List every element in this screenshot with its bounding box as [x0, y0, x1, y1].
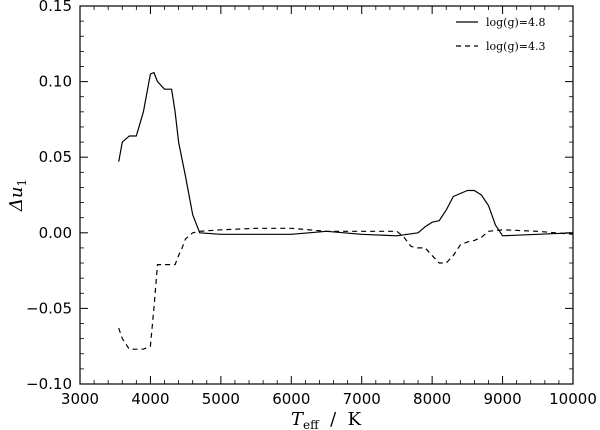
ticks-layer: 3000 4000 5000 6000 7000 8000 9000 10000 −0.10 −0…	[26, 0, 597, 408]
x-tick-label: 9000	[483, 390, 521, 408]
x-tick-label: 4000	[131, 390, 169, 408]
x-tick-label: 3000	[61, 390, 99, 408]
y-tick-label: −0.10	[26, 375, 72, 393]
x-tick-label: 10000	[549, 390, 597, 408]
x-axis-label: Teff / K	[291, 409, 362, 430]
x-tick-label: 6000	[272, 390, 310, 408]
series-layer	[118, 71, 574, 350]
x-tick-label: 8000	[413, 390, 451, 408]
legend-label-2: log(g)=4.3	[486, 40, 546, 53]
series-line-2	[118, 227, 574, 350]
y-tick-label: 0.10	[39, 73, 72, 91]
series-line-1	[118, 71, 574, 237]
y-tick-label: −0.05	[26, 299, 72, 317]
legend: log(g)=4.8 log(g)=4.3	[456, 16, 546, 53]
y-axis-label: Δu1	[6, 179, 29, 212]
y-tick-label: 0.05	[39, 148, 72, 166]
y-tick-label: 0.15	[39, 0, 72, 15]
y-axis-label-symbol: Δu	[6, 187, 27, 213]
y-tick-label: 0.00	[39, 224, 72, 242]
x-tick-label: 7000	[343, 390, 381, 408]
legend-label-1: log(g)=4.8	[486, 16, 546, 29]
x-axis-label-subscript: eff	[303, 418, 320, 430]
plot-frame	[79, 5, 574, 385]
x-axis-label-symbol: T	[291, 409, 305, 430]
y-axis-label-subscript: 1	[15, 179, 29, 187]
x-tick-label: 5000	[202, 390, 240, 408]
x-axis-label-unit: / K	[319, 409, 362, 430]
